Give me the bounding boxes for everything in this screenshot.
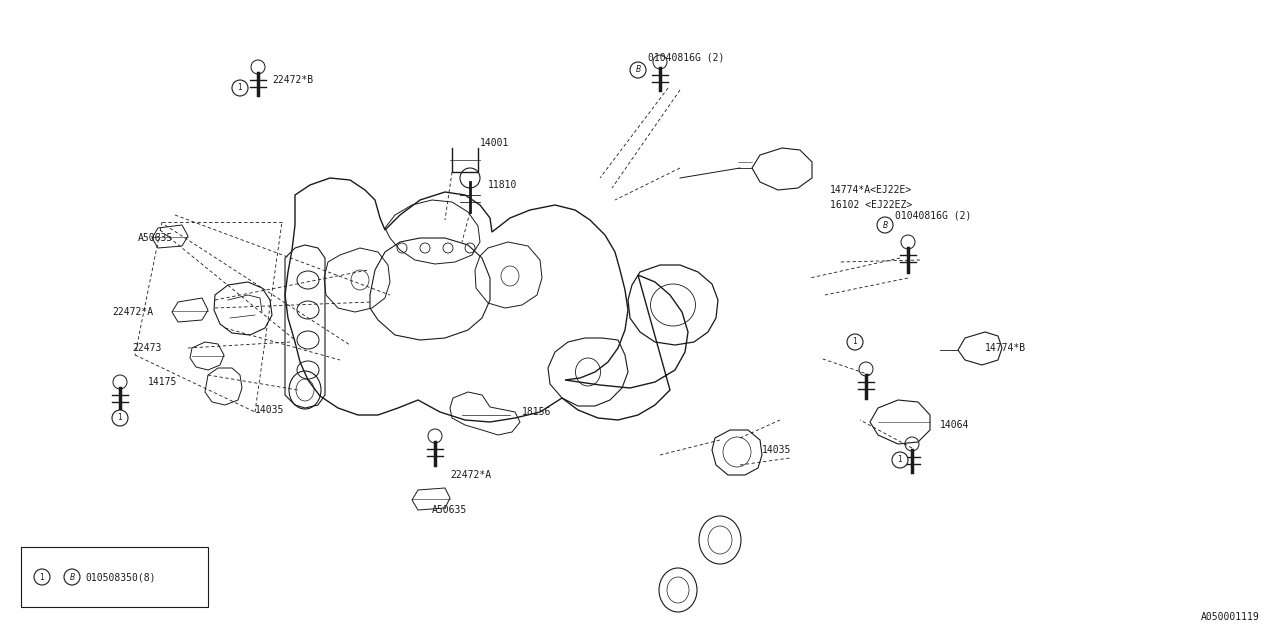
Text: 22472*A: 22472*A [113,307,154,317]
Text: A50635: A50635 [138,233,173,243]
Circle shape [847,334,863,350]
Text: 14001: 14001 [480,138,509,148]
Circle shape [877,217,893,233]
Text: A050001119: A050001119 [1201,612,1260,622]
Circle shape [892,452,908,468]
Text: 14035: 14035 [762,445,791,455]
Circle shape [64,569,79,585]
Text: 14774*B: 14774*B [986,343,1027,353]
Text: 18156: 18156 [522,407,552,417]
Text: 22472*B: 22472*B [273,75,314,85]
Text: 14774*A<EJ22E>: 14774*A<EJ22E> [829,185,913,195]
Text: 22473: 22473 [132,343,161,353]
Text: 11810: 11810 [488,180,517,190]
Text: A50635: A50635 [433,505,467,515]
Text: 14175: 14175 [148,377,178,387]
Text: 16102 <EJ22EZ>: 16102 <EJ22EZ> [829,200,913,210]
Text: 1: 1 [852,337,858,346]
Circle shape [630,62,646,78]
Text: B: B [882,221,887,230]
Text: 1: 1 [118,413,123,422]
Text: 14064: 14064 [940,420,969,430]
Circle shape [35,569,50,585]
Text: 14035: 14035 [255,405,284,415]
Text: B: B [69,573,74,582]
Text: 01040816G (2): 01040816G (2) [648,53,724,63]
Text: 010508350(8): 010508350(8) [84,572,155,582]
Text: 1: 1 [238,83,242,93]
Circle shape [113,410,128,426]
Circle shape [232,80,248,96]
Text: 01040816G (2): 01040816G (2) [895,210,972,220]
Text: 1: 1 [897,456,902,465]
Text: 22472*A: 22472*A [451,470,492,480]
Text: 1: 1 [40,573,45,582]
Text: B: B [635,65,640,74]
